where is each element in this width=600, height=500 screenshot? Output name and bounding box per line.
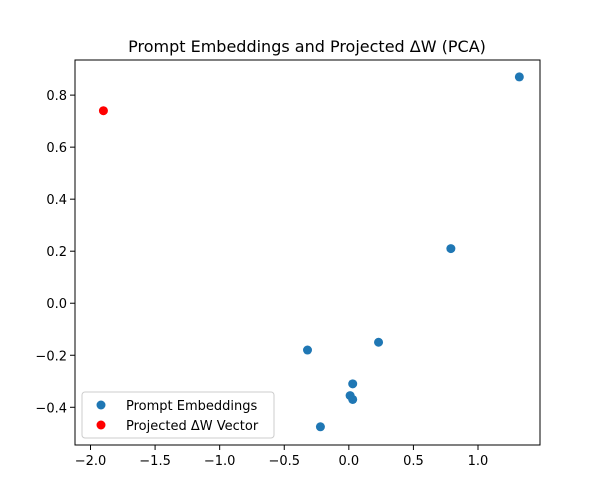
x-tick-label: 0.5 [403, 454, 424, 469]
scatter-point [374, 337, 384, 347]
legend-marker [96, 420, 106, 430]
x-tick-label: −1.0 [204, 454, 236, 469]
data-points [98, 72, 524, 432]
y-tick-label: −0.2 [35, 349, 67, 364]
scatter-point [303, 345, 312, 355]
x-axis-ticks: −2.0 −1.5 −1.0 −0.5 0.0 0.5 1.0 [75, 445, 489, 469]
y-tick-label: 0.2 [46, 245, 67, 260]
legend-label: Projected ΔW Vector [126, 419, 259, 434]
scatter-point [348, 379, 358, 389]
x-tick-label: −2.0 [75, 454, 107, 469]
y-tick-label: 0.4 [46, 193, 67, 208]
y-tick-label: −0.4 [35, 401, 67, 416]
scatter-point [348, 394, 358, 404]
legend: Prompt Embeddings Projected ΔW Vector [81, 391, 275, 439]
scatter-point [98, 106, 108, 116]
y-tick-label: 0.6 [46, 141, 67, 156]
y-tick-label: 0.0 [46, 297, 67, 312]
y-tick-label: 0.8 [46, 89, 67, 104]
x-tick-label: 0.0 [338, 454, 359, 469]
legend-label: Prompt Embeddings [126, 399, 258, 414]
chart-title: Prompt Embeddings and Projected ΔW (PCA) [128, 37, 486, 56]
x-tick-label: 1.0 [468, 454, 489, 469]
x-tick-label: −0.5 [268, 454, 300, 469]
legend-marker [96, 400, 106, 410]
y-axis-ticks: −0.4 −0.2 0.0 0.2 0.4 0.6 0.8 [35, 89, 75, 416]
scatter-point [514, 72, 524, 82]
scatter-point [315, 422, 325, 432]
scatter-point [446, 244, 456, 254]
plot-area-frame [74, 59, 541, 446]
legend-box [81, 391, 275, 439]
x-tick-label: −1.5 [139, 454, 171, 469]
